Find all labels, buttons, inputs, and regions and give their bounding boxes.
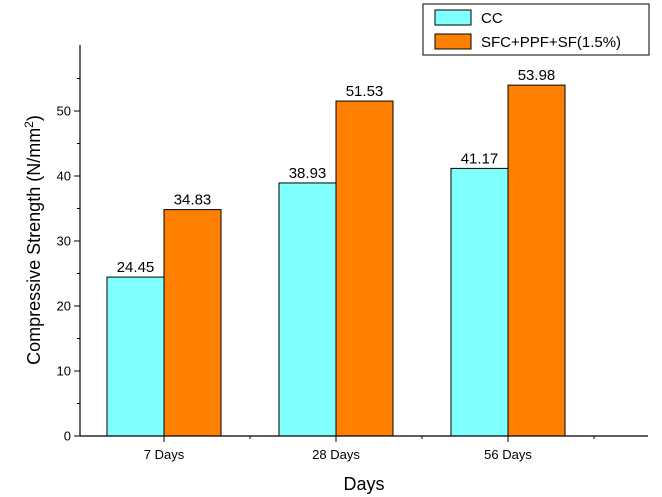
x-tick-label-3: 56 Days [484, 447, 532, 462]
data-label-cc-1: 24.45 [117, 259, 155, 276]
y-axis-title: Compressive Strength (N/mm2) [22, 115, 44, 365]
y-tick-label-30: 30 [57, 234, 71, 249]
data-label-sfc-1: 34.83 [174, 192, 212, 209]
bar-sfc-2 [335, 100, 394, 437]
y-tick-label-10: 10 [57, 364, 71, 379]
y-tick-label-0: 0 [64, 429, 71, 444]
legend-label-sfc: SFC+PPF+SF(1.5%) [481, 34, 621, 51]
y-axis-title-superscript: 2 [22, 121, 36, 128]
x-tick-label-2: 28 Days [312, 447, 360, 462]
data-label-sfc-3: 53.98 [518, 67, 556, 84]
legend-label-cc: CC [481, 10, 503, 27]
x-tick-label-1: 7 Days [144, 447, 185, 462]
x-ticks-group: 7 Days 28 Days 56 Days [144, 436, 595, 462]
y-axis-title-close: ) [24, 115, 44, 121]
y-ticks-group: 0 10 20 30 40 50 [57, 78, 80, 444]
x-axis-title: Days [343, 474, 384, 494]
y-tick-label-20: 20 [57, 299, 71, 314]
legend-swatch-sfc [434, 33, 472, 50]
bar-sfc-1 [163, 209, 222, 437]
data-labels-group: 24.45 34.83 38.93 51.53 41.17 53.98 [117, 67, 556, 276]
data-label-cc-2: 38.93 [289, 165, 327, 182]
bar-cc-3 [450, 167, 509, 437]
y-axis-title-main: Compressive Strength (N/mm [24, 128, 44, 365]
y-tick-label-50: 50 [57, 104, 71, 119]
legend: CC SFC+PPF+SF(1.5%) [422, 3, 650, 56]
data-label-cc-3: 41.17 [461, 150, 499, 167]
data-label-sfc-2: 51.53 [346, 83, 384, 100]
bar-cc-2 [278, 182, 337, 437]
bar-cc-1 [106, 276, 165, 437]
bar-sfc-3 [507, 84, 566, 437]
bars-group [106, 84, 566, 437]
legend-swatch-cc [434, 9, 472, 26]
y-tick-label-40: 40 [57, 169, 71, 184]
